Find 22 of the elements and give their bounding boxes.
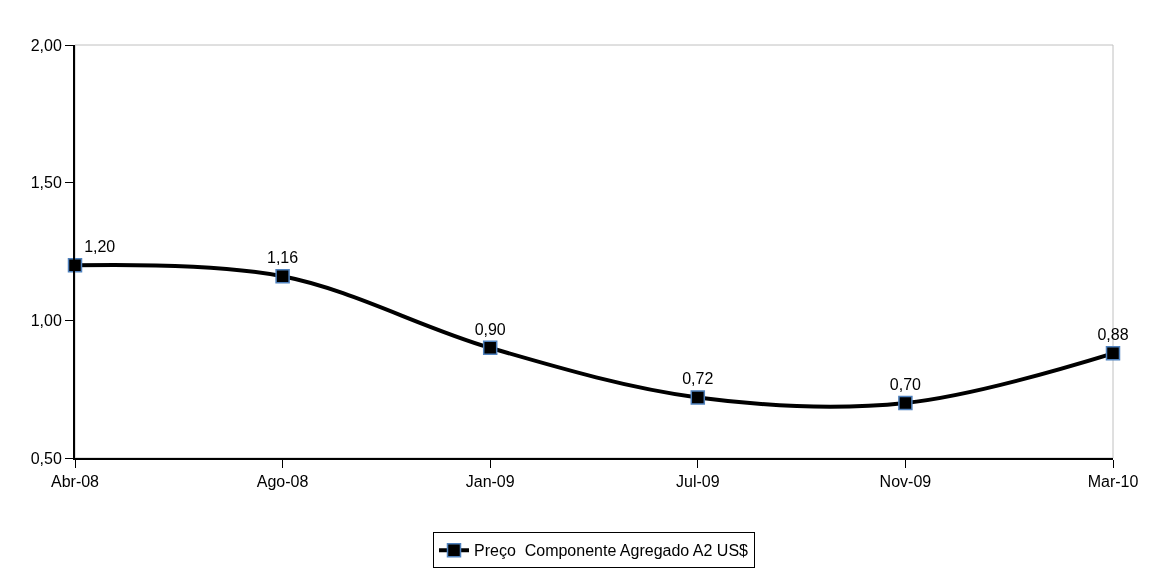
point: [482, 340, 498, 356]
point: [1105, 346, 1121, 361]
point: [898, 395, 913, 411]
x-tick-label: Nov-09: [879, 473, 932, 491]
text: 0,90: [474, 320, 506, 338]
x-tick-label: Jan-09: [465, 473, 515, 491]
y-tick-label: 1,00: [30, 311, 62, 329]
text: 0,88: [1097, 326, 1129, 344]
x-tick-label: Mar-10: [1087, 473, 1139, 491]
legend-label: Preço Componente Agregado A2 US$: [474, 542, 749, 560]
y-tick-label: 2,00: [30, 36, 62, 54]
y-tick-label: 1,50: [30, 174, 62, 192]
text: 1,16: [267, 249, 299, 267]
y-tick-label: 0,50: [30, 449, 62, 467]
point: [690, 390, 706, 405]
x-tick-label: Ago-08: [256, 473, 309, 491]
text: 0,72: [682, 370, 714, 388]
point: [275, 269, 290, 284]
text: 1,20: [84, 238, 116, 256]
text: 0,70: [889, 375, 921, 393]
x-tick-label: Jul-09: [676, 473, 720, 491]
x-tick-label: Abr-08: [50, 473, 100, 491]
